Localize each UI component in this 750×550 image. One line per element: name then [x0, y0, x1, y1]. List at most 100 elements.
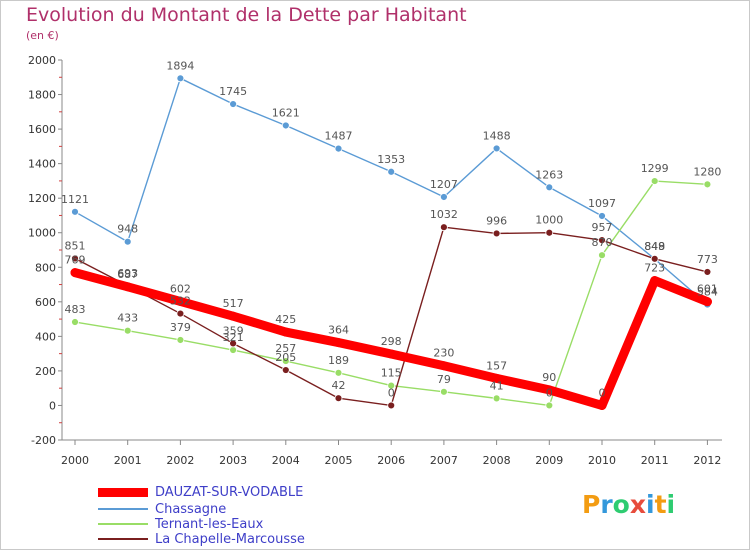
data-label-0-5: 1487 [325, 130, 353, 143]
y-tick-label: 600 [35, 296, 56, 309]
data-label-2-11: 849 [644, 240, 665, 253]
y-tick-label: 2000 [28, 54, 56, 67]
logo-letter-4: i [646, 490, 655, 519]
data-label-0-10: 1097 [588, 197, 616, 210]
data-label-3-4: 425 [275, 313, 296, 326]
data-point-2-4 [281, 366, 290, 374]
x-tick-label: 2006 [377, 454, 405, 467]
data-point-3-8 [492, 373, 502, 383]
logo-letter-6: i [666, 490, 676, 519]
data-point-0-10 [598, 212, 606, 220]
data-label-1-11: 1299 [641, 162, 669, 175]
logo-letter-0: P [582, 490, 601, 519]
data-label-3-10: 0 [599, 386, 606, 399]
data-point-2-12 [703, 268, 712, 276]
data-label-1-7: 79 [437, 373, 451, 386]
data-label-2-10: 957 [592, 221, 613, 234]
data-point-0-6 [387, 167, 396, 176]
y-tick-label: -200 [31, 434, 56, 447]
data-label-1-9: 0 [546, 386, 553, 399]
data-label-1-1: 433 [117, 312, 138, 325]
chart-unit: (en €) [26, 29, 59, 42]
data-label-2-3: 359 [223, 324, 244, 337]
data-label-0-0: 1121 [61, 193, 89, 206]
series-line-0 [74, 77, 709, 306]
data-label-0-11: 848 [644, 240, 665, 253]
data-point-2-11 [650, 254, 659, 263]
data-label-2-2: 532 [170, 295, 191, 308]
data-label-1-5: 189 [328, 354, 349, 367]
y-tick-label: 1000 [28, 227, 56, 240]
y-tick-label: 1400 [28, 158, 56, 171]
x-tick-label: 2008 [483, 454, 511, 467]
data-label-3-12: 601 [697, 283, 718, 296]
data-label-2-9: 1000 [535, 214, 563, 227]
data-label-1-3: 321 [223, 331, 244, 344]
x-tick-label: 2011 [641, 454, 669, 467]
data-point-2-2 [176, 309, 185, 318]
x-tick-label: 2012 [693, 454, 721, 467]
data-label-0-4: 1621 [272, 106, 300, 119]
logo-letter-5: t [654, 490, 667, 519]
data-point-3-0 [70, 268, 80, 278]
data-point-0-1 [123, 237, 132, 246]
data-point-3-11 [650, 276, 660, 286]
logo-letter-1: r [600, 490, 613, 519]
data-point-1-2 [176, 336, 185, 344]
data-point-3-12 [702, 297, 712, 307]
data-label-2-1: 693 [117, 267, 138, 280]
data-point-3-10 [597, 400, 607, 410]
logo-letter-3: x [629, 490, 646, 519]
data-label-1-12: 1280 [693, 165, 721, 178]
data-point-0-4 [281, 121, 290, 130]
data-point-0-2 [176, 74, 185, 83]
x-tick-label: 2009 [535, 454, 563, 467]
data-point-1-12 [703, 180, 712, 189]
data-point-1-1 [123, 326, 132, 335]
data-point-2-8 [492, 229, 501, 238]
data-label-3-6: 298 [381, 335, 402, 348]
data-point-2-10 [598, 236, 606, 245]
data-point-0-0 [71, 207, 79, 216]
data-label-2-7: 1032 [430, 208, 458, 221]
data-point-3-6 [386, 349, 396, 359]
data-label-2-8: 996 [486, 214, 507, 227]
data-point-1-7 [439, 387, 448, 396]
data-point-2-7 [439, 223, 448, 232]
data-label-0-9: 1263 [535, 168, 563, 181]
data-label-1-0: 483 [65, 303, 86, 316]
data-label-3-9: 90 [542, 371, 556, 384]
data-label-0-2: 1894 [166, 59, 194, 72]
data-label-2-4: 205 [275, 351, 296, 364]
data-label-0-1: 948 [117, 223, 138, 236]
data-point-0-8 [492, 144, 501, 153]
data-label-3-0: 769 [65, 254, 86, 267]
data-label-3-11: 723 [644, 262, 665, 275]
y-tick-label: 1200 [28, 192, 56, 205]
data-point-3-2 [175, 296, 185, 306]
data-point-0-7 [439, 193, 448, 201]
data-point-1-10 [598, 251, 606, 260]
data-point-3-5 [334, 338, 343, 348]
data-point-1-0 [71, 318, 79, 326]
data-point-1-5 [334, 368, 343, 377]
x-tick-label: 2002 [166, 454, 194, 467]
data-point-3-9 [544, 385, 554, 395]
data-label-3-2: 602 [170, 282, 191, 295]
proxiti-logo: Proxiti [582, 490, 675, 519]
data-point-0-3 [229, 100, 238, 108]
y-tick-label: 0 [49, 399, 56, 412]
y-tick-label: 400 [35, 330, 56, 343]
data-label-2-5: 42 [332, 379, 346, 392]
data-label-2-12: 773 [697, 253, 718, 266]
x-tick-label: 2003 [219, 454, 247, 467]
x-tick-label: 2010 [588, 454, 616, 467]
data-point-2-6 [387, 401, 396, 410]
data-label-1-2: 379 [170, 321, 191, 334]
data-point-0-9 [545, 183, 554, 192]
x-tick-label: 2001 [114, 454, 142, 467]
data-label-2-0: 851 [65, 239, 86, 252]
x-tick-label: 2004 [272, 454, 300, 467]
